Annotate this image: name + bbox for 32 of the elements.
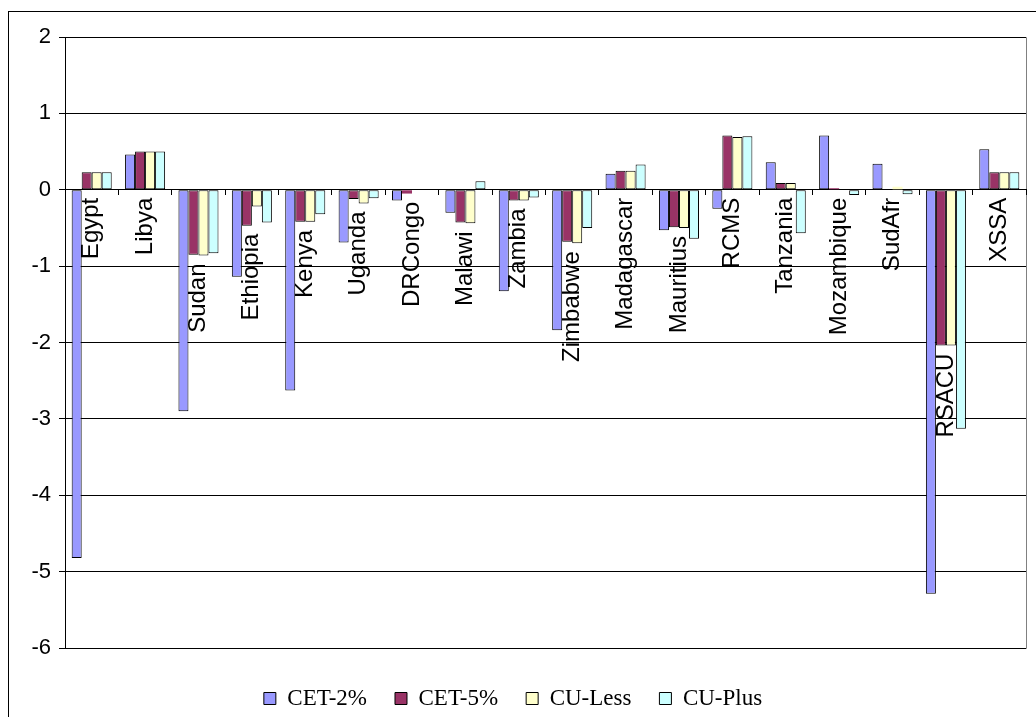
y-tick-label: -3 [31,404,51,430]
bar [402,190,413,194]
x-tick-label: Mozambique [823,197,851,336]
x-tick-label: XSSA [983,197,1011,262]
legend-label: CET-5% [418,684,499,710]
x-tick-label: Ethiopia [236,233,264,321]
legend-label: CU-Less [549,684,632,710]
legend-label: CET-2% [287,684,367,710]
x-tick-label: RCMS [716,197,744,269]
x-tick-label: RSACU [930,353,958,438]
x-tick-label: Sudan [183,263,211,333]
x-tick-label: Uganda [343,210,371,296]
x-tick-label: Madagascar [610,197,638,330]
x-tick-label: SudAfr [877,197,905,272]
x-tick-label: Malawi [450,231,478,307]
y-tick-label: 1 [38,99,51,125]
y-tick-label: -5 [31,557,51,583]
x-tick-label: Mauritius [663,235,691,334]
x-tick-label: Kenya [289,229,317,298]
x-tick-label: Tanzania [770,197,798,294]
x-tick-label: Egypt [76,197,104,260]
y-tick-label: -4 [31,481,51,507]
legend-label: CU-Plus [682,684,763,710]
x-tick-label: Zimbabwe [556,251,584,362]
y-tick-label: -2 [31,328,51,354]
y-tick-label: -6 [31,634,51,660]
x-tick-label: Zambia [503,207,531,289]
y-tick-label: 0 [38,175,51,201]
x-tick-label: DRCongo [396,201,424,307]
y-tick-label: 2 [38,23,51,49]
y-tick-label: -1 [31,252,51,278]
x-tick-label: Libya [129,197,157,256]
